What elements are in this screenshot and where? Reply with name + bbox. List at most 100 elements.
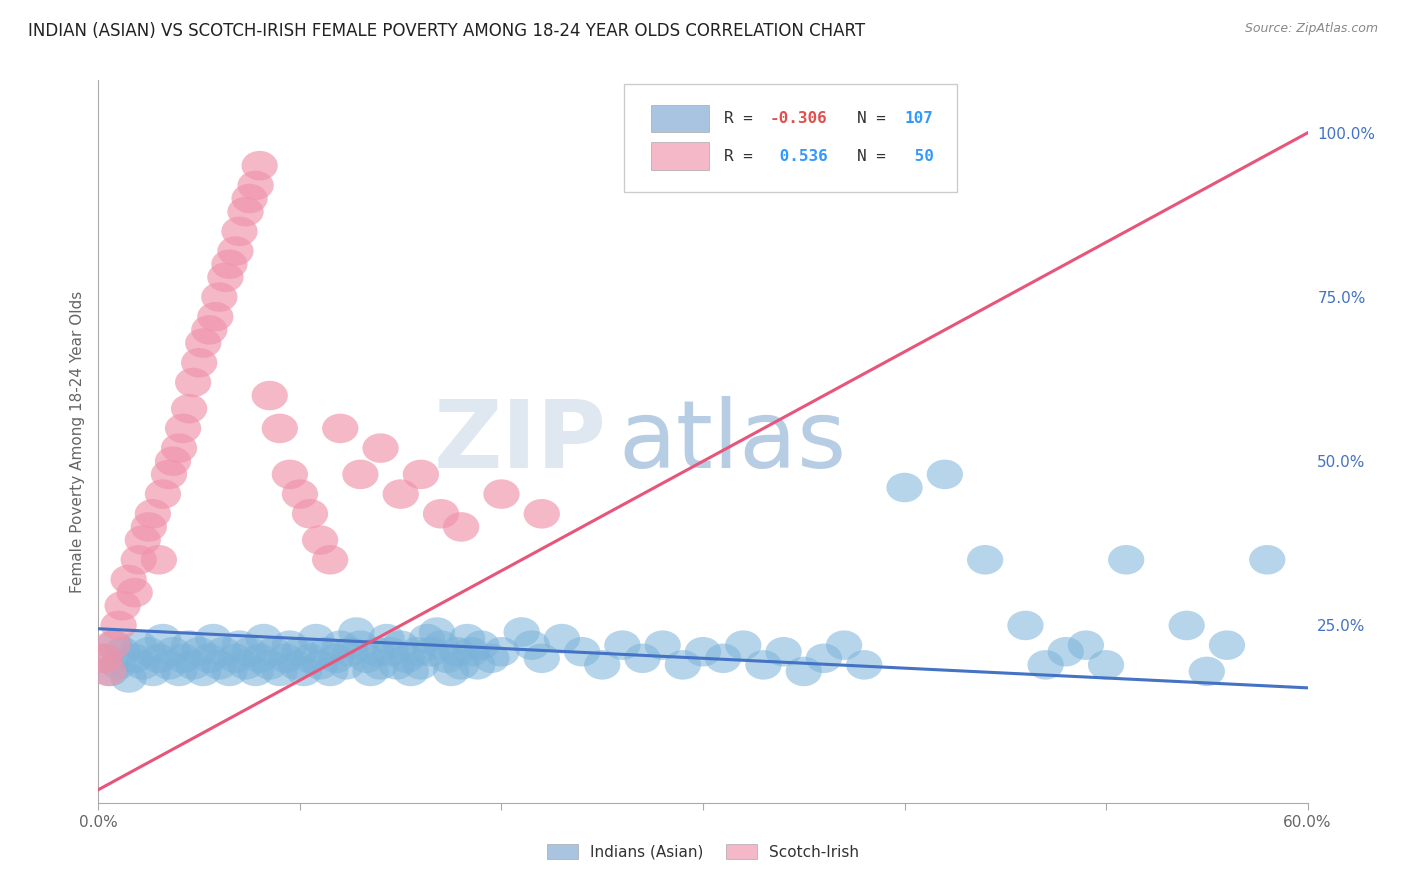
Ellipse shape (195, 624, 232, 653)
Ellipse shape (605, 631, 641, 660)
Ellipse shape (174, 368, 211, 397)
Text: ZIP: ZIP (433, 395, 606, 488)
Ellipse shape (228, 650, 264, 680)
Text: atlas: atlas (619, 395, 846, 488)
Ellipse shape (429, 643, 465, 673)
Ellipse shape (211, 250, 247, 279)
Ellipse shape (1209, 631, 1246, 660)
Ellipse shape (256, 637, 292, 666)
Ellipse shape (93, 657, 129, 686)
Ellipse shape (86, 643, 122, 673)
Ellipse shape (111, 664, 146, 693)
Ellipse shape (104, 591, 141, 621)
Ellipse shape (221, 217, 257, 246)
Ellipse shape (191, 643, 228, 673)
Ellipse shape (886, 473, 922, 502)
Ellipse shape (423, 499, 460, 529)
Ellipse shape (155, 447, 191, 476)
Ellipse shape (463, 631, 499, 660)
Ellipse shape (121, 631, 157, 660)
Ellipse shape (292, 643, 328, 673)
Ellipse shape (745, 137, 782, 168)
Ellipse shape (145, 624, 181, 653)
Ellipse shape (423, 631, 460, 660)
Ellipse shape (846, 650, 883, 680)
Ellipse shape (121, 545, 157, 574)
Ellipse shape (513, 631, 550, 660)
Ellipse shape (271, 459, 308, 489)
Ellipse shape (285, 657, 322, 686)
Ellipse shape (150, 650, 187, 680)
Ellipse shape (228, 197, 264, 227)
Ellipse shape (443, 650, 479, 680)
Ellipse shape (825, 631, 862, 660)
Ellipse shape (172, 631, 207, 660)
Ellipse shape (523, 499, 560, 529)
Ellipse shape (433, 657, 470, 686)
Ellipse shape (160, 434, 197, 463)
Ellipse shape (342, 459, 378, 489)
Ellipse shape (141, 545, 177, 574)
Ellipse shape (449, 624, 485, 653)
Ellipse shape (160, 657, 197, 686)
Ellipse shape (262, 414, 298, 443)
Ellipse shape (145, 479, 181, 508)
Ellipse shape (308, 637, 344, 666)
Y-axis label: Female Poverty Among 18-24 Year Olds: Female Poverty Among 18-24 Year Olds (69, 291, 84, 592)
Ellipse shape (292, 499, 328, 529)
Ellipse shape (392, 657, 429, 686)
Ellipse shape (298, 624, 335, 653)
Ellipse shape (363, 434, 399, 463)
Ellipse shape (349, 643, 385, 673)
Ellipse shape (765, 637, 801, 666)
Ellipse shape (786, 657, 823, 686)
Text: N =: N = (856, 149, 886, 163)
Ellipse shape (439, 637, 475, 666)
Ellipse shape (186, 328, 221, 358)
Text: 0.536: 0.536 (769, 149, 827, 163)
Ellipse shape (281, 479, 318, 508)
Ellipse shape (322, 414, 359, 443)
Ellipse shape (523, 643, 560, 673)
Ellipse shape (967, 545, 1004, 574)
FancyBboxPatch shape (651, 143, 709, 169)
Ellipse shape (181, 348, 218, 377)
Ellipse shape (644, 631, 681, 660)
Ellipse shape (1028, 650, 1064, 680)
Ellipse shape (544, 624, 581, 653)
Ellipse shape (564, 637, 600, 666)
Ellipse shape (1249, 545, 1285, 574)
Ellipse shape (131, 637, 167, 666)
Ellipse shape (117, 578, 153, 607)
Ellipse shape (353, 657, 388, 686)
Ellipse shape (242, 643, 278, 673)
Ellipse shape (104, 637, 141, 666)
Ellipse shape (181, 637, 218, 666)
Ellipse shape (242, 151, 278, 180)
Ellipse shape (342, 631, 378, 660)
Text: N =: N = (856, 112, 886, 126)
Text: R =: R = (724, 149, 752, 163)
Ellipse shape (624, 643, 661, 673)
Ellipse shape (503, 617, 540, 647)
Ellipse shape (373, 637, 409, 666)
Ellipse shape (97, 631, 132, 660)
Text: 107: 107 (905, 112, 934, 126)
Ellipse shape (443, 512, 479, 541)
Ellipse shape (363, 650, 399, 680)
Ellipse shape (685, 637, 721, 666)
Ellipse shape (201, 282, 238, 312)
Ellipse shape (150, 459, 187, 489)
Ellipse shape (246, 624, 281, 653)
Ellipse shape (141, 643, 177, 673)
Ellipse shape (205, 637, 242, 666)
Ellipse shape (399, 637, 434, 666)
Ellipse shape (238, 170, 274, 200)
Ellipse shape (262, 657, 298, 686)
Ellipse shape (125, 650, 160, 680)
Ellipse shape (186, 657, 221, 686)
Ellipse shape (252, 650, 288, 680)
Ellipse shape (207, 262, 243, 292)
Text: Source: ZipAtlas.com: Source: ZipAtlas.com (1244, 22, 1378, 36)
Ellipse shape (100, 611, 136, 640)
